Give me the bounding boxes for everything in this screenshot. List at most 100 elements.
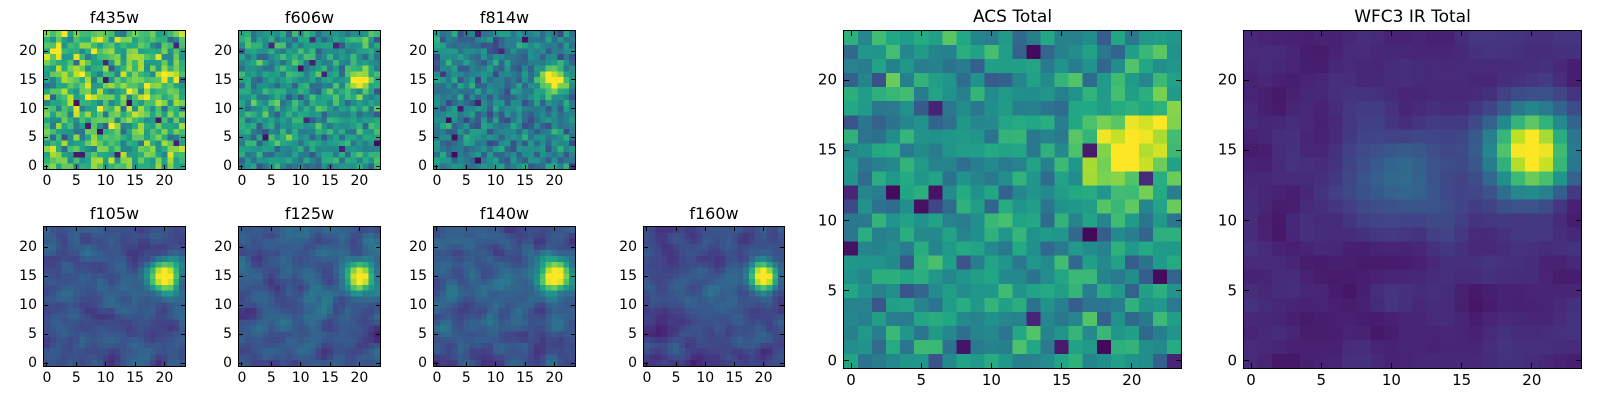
x-tick-label: 10 (291, 370, 310, 386)
y-tick-label: 15 (619, 268, 637, 285)
tick-mark (1244, 220, 1249, 222)
tick-mark (44, 136, 48, 138)
y-tick-label: 5 (28, 129, 37, 146)
x-tick-label: 5 (461, 173, 471, 189)
tick-mark (524, 362, 526, 366)
tick-mark (920, 363, 922, 368)
tick-mark (1390, 31, 1392, 36)
tick-mark (376, 333, 380, 335)
x-tick-label: 15 (321, 173, 339, 189)
tick-mark (46, 165, 48, 169)
x-tick-label: 20 (350, 370, 369, 386)
tick-mark (181, 246, 185, 248)
y-tick-label: 20 (214, 43, 232, 60)
tick-mark (376, 275, 380, 277)
tick-mark (46, 31, 48, 35)
tick-mark (780, 333, 784, 335)
y-tick-label: 15 (19, 268, 37, 285)
tick-mark (44, 108, 48, 110)
heatmap-image-f814w (434, 31, 575, 169)
tick-mark (329, 227, 331, 231)
x-tick-label: 20 (545, 173, 564, 189)
tick-mark (1176, 79, 1181, 81)
tick-mark (571, 275, 575, 277)
tick-mark (105, 31, 107, 35)
x-tick-label: 15 (1052, 371, 1072, 389)
tick-mark (1176, 149, 1181, 151)
panel-title: f105w (89, 204, 140, 223)
tick-mark (376, 165, 380, 167)
y-tick-label: 10 (214, 297, 232, 314)
tick-mark (495, 31, 497, 35)
tick-mark (270, 227, 272, 231)
x-tick-label: 5 (1316, 371, 1326, 389)
panel-wfc3-ir-total: WFC3 IR Total 0 5 10 15 20 0 5 10 15 20 (1218, 9, 1582, 388)
y-tick-label: 5 (1227, 281, 1237, 300)
tick-mark (990, 31, 992, 36)
x-tick-label: 0 (42, 370, 52, 386)
x-tick-label: 0 (237, 370, 247, 386)
tick-mark (1576, 290, 1581, 292)
x-tick-label: 10 (696, 370, 715, 386)
tick-mark (300, 165, 302, 169)
tick-mark (358, 227, 360, 231)
tick-mark (524, 31, 526, 35)
x-tick-label: 5 (461, 370, 471, 386)
y-tick-label: 15 (409, 268, 427, 285)
tick-mark (1131, 31, 1133, 36)
x-tick-label: 20 (1122, 371, 1142, 389)
tick-mark (434, 246, 438, 248)
tick-mark (44, 304, 48, 306)
tick-mark (553, 165, 555, 169)
tick-mark (465, 362, 467, 366)
tick-mark (300, 227, 302, 231)
heatmap-image-f606w (239, 31, 380, 169)
tick-mark (239, 136, 243, 138)
heatmap-image-f125w (239, 227, 380, 366)
tick-mark (920, 31, 922, 36)
y-tick-label: 0 (827, 351, 837, 370)
panel-f125w: f125w 0 5 10 15 20 0 5 10 15 20 (214, 206, 381, 385)
tick-mark (571, 165, 575, 167)
tick-mark (181, 50, 185, 52)
tick-mark (181, 275, 185, 277)
tick-mark (465, 31, 467, 35)
y-tick-label: 20 (619, 239, 637, 256)
tick-mark (75, 362, 77, 366)
tick-mark (1176, 360, 1181, 362)
tick-mark (1250, 363, 1252, 368)
tick-mark (181, 79, 185, 81)
y-tick-label: 10 (1217, 211, 1237, 230)
tick-mark (844, 79, 849, 81)
tick-mark (239, 275, 243, 277)
tick-mark (376, 108, 380, 110)
tick-mark (434, 362, 438, 364)
x-tick-label: 5 (266, 173, 276, 189)
tick-mark (241, 362, 243, 366)
tick-mark (1576, 360, 1581, 362)
panel-title: f160w (689, 204, 739, 223)
tick-mark (134, 362, 136, 366)
tick-mark (75, 227, 77, 231)
tick-mark (1531, 31, 1533, 36)
tick-mark (75, 165, 77, 169)
tick-mark (571, 136, 575, 138)
x-tick-label: 15 (725, 370, 744, 386)
x-tick-label: 5 (671, 370, 681, 386)
tick-mark (780, 246, 784, 248)
y-tick-label: 15 (817, 140, 837, 159)
y-tick-label: 10 (409, 297, 427, 314)
x-tick-label: 0 (1246, 371, 1256, 389)
panel-f606w: f606w 0 5 10 15 20 0 5 10 15 20 (214, 10, 381, 188)
heatmap-image-f435w (44, 31, 185, 169)
tick-mark (553, 362, 555, 366)
tick-mark (181, 333, 185, 335)
panel-f814w: f814w 0 5 10 15 20 0 5 10 15 20 (409, 10, 576, 188)
tick-mark (434, 79, 438, 81)
y-tick-label: 20 (409, 43, 427, 60)
y-tick-label: 20 (214, 239, 232, 256)
tick-mark (844, 290, 849, 292)
tick-mark (553, 227, 555, 231)
tick-mark (434, 50, 438, 52)
tick-mark (105, 362, 107, 366)
